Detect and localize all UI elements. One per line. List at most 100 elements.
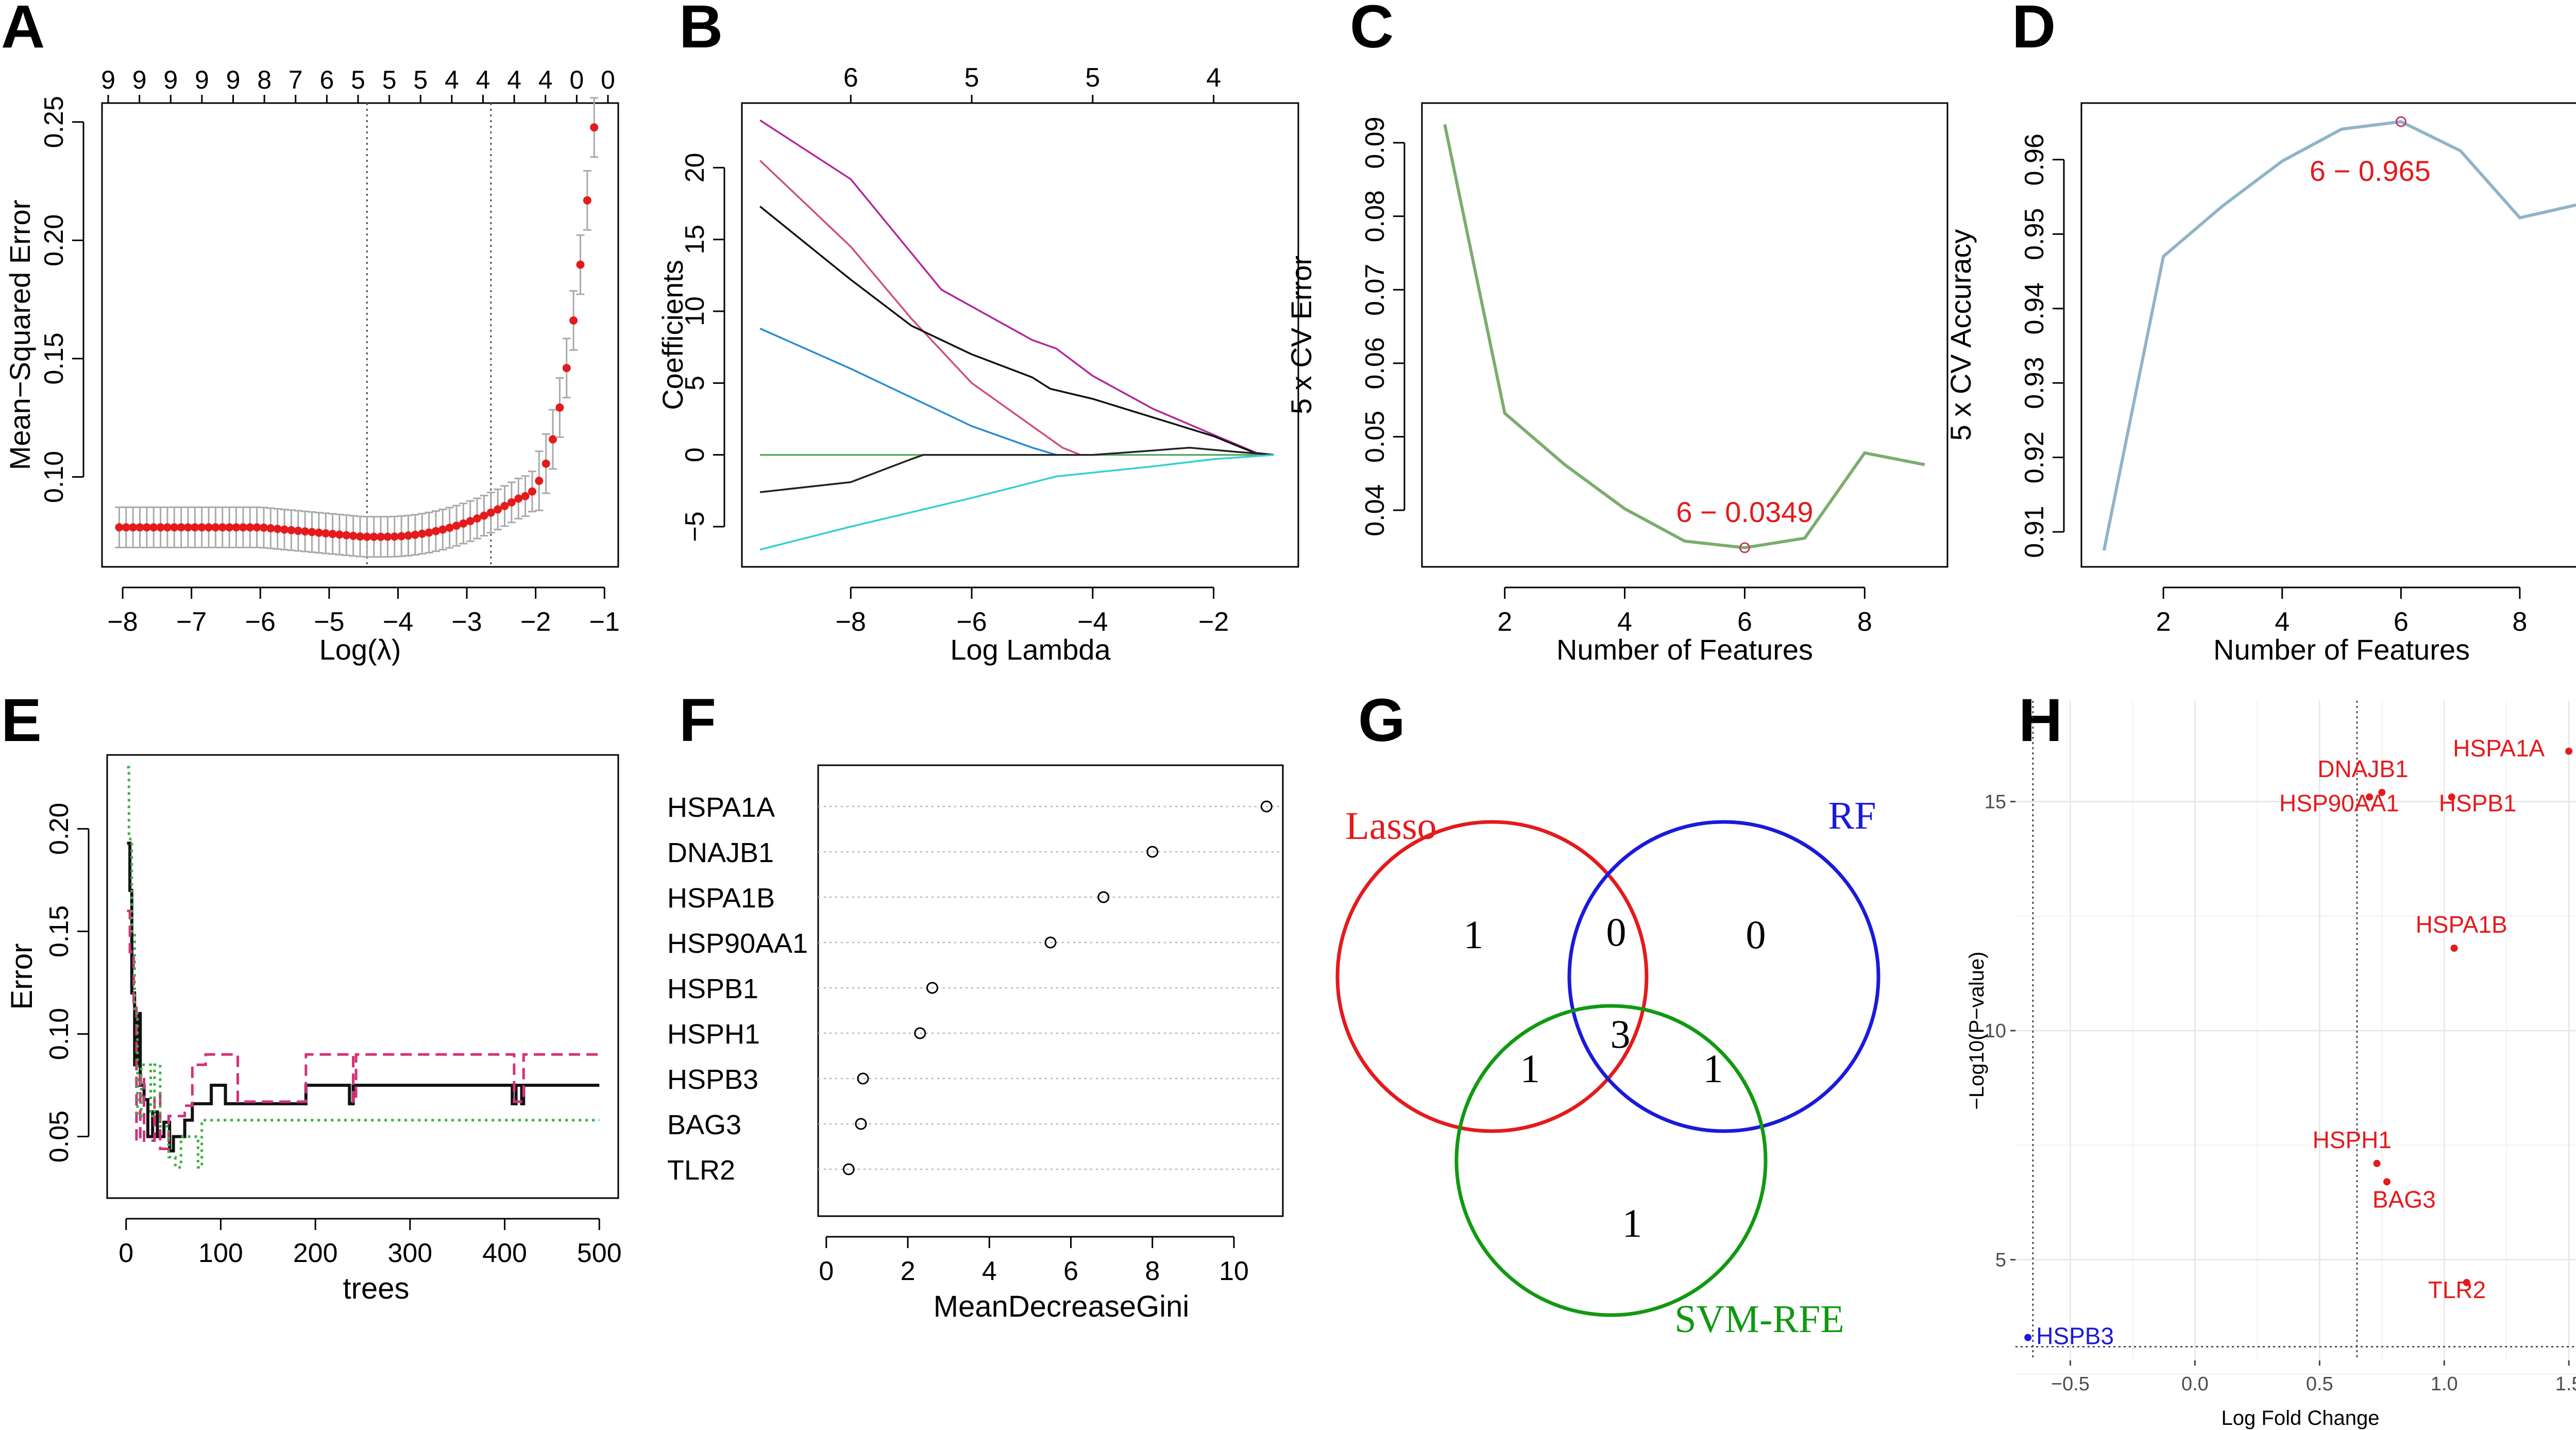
data-point xyxy=(459,519,468,528)
volcano-point xyxy=(2463,1278,2470,1286)
data-point xyxy=(328,530,337,539)
y-tick-label: 10 xyxy=(680,296,710,326)
top-tick-label: 9 xyxy=(101,65,115,94)
venn-circle xyxy=(1335,820,1649,1133)
volcano-point xyxy=(2366,793,2374,801)
venn-circle xyxy=(1454,1004,1768,1317)
error-series xyxy=(127,766,600,1169)
x-tick-label: 8 xyxy=(1145,1256,1160,1286)
plot-frame xyxy=(817,764,1284,1217)
y-tick-label: 0.93 xyxy=(2020,357,2049,409)
top-tick-label: 7 xyxy=(289,65,303,94)
data-point xyxy=(321,529,330,537)
best-point xyxy=(2395,116,2406,127)
y-tick-label: 0.25 xyxy=(39,96,69,148)
x-tick-label: −6 xyxy=(956,607,987,637)
venn-count: 1 xyxy=(1464,912,1484,957)
panel-label-e: E xyxy=(1,686,42,754)
data-point xyxy=(191,523,199,532)
data-point xyxy=(555,403,564,412)
category-label: HSPH1 xyxy=(667,1019,760,1050)
x-axis-title: Number of Features xyxy=(2213,633,2470,666)
coefficient-path xyxy=(759,453,1275,551)
venn-set-label: SVM-RFE xyxy=(1674,1298,1844,1341)
cv-line xyxy=(2102,120,2576,551)
panel-label-f: F xyxy=(679,686,716,754)
data-point xyxy=(369,532,378,541)
x-tick-label: 2 xyxy=(2156,607,2171,637)
top-tick-label: 9 xyxy=(226,65,241,94)
data-point xyxy=(583,196,591,205)
top-tick-label: 4 xyxy=(476,65,490,94)
plot-b: −8 −6 −4 −2 −5 0 5 10 15 20 Log Lambda Coefficients… xyxy=(656,63,1299,666)
data-point xyxy=(466,517,474,526)
data-point xyxy=(514,494,523,503)
y-tick-label: −5 xyxy=(680,511,710,542)
category-label: HSPA1B xyxy=(667,883,775,914)
plot-a: −8 −7 −6 −5 −4 −3 −2 −1 0.10 0.15 0.20 0.25 Log(λ) Me… xyxy=(4,65,620,666)
importance-point xyxy=(857,1072,869,1085)
best-annotation: 6 − 0.965 xyxy=(2310,155,2431,187)
data-point xyxy=(122,523,130,532)
x-tick-label: 1.5 xyxy=(2555,1373,2576,1395)
y-tick-label: 20 xyxy=(680,153,710,182)
data-point xyxy=(287,526,296,534)
data-point xyxy=(349,531,358,540)
x-axis-title: trees xyxy=(343,1272,410,1305)
top-tick-label: 9 xyxy=(132,65,147,94)
importance-point xyxy=(1260,800,1273,813)
x-tick-label: −8 xyxy=(107,607,138,637)
x-axis-title: MeanDecreaseGini xyxy=(934,1290,1189,1323)
venn-circle xyxy=(1567,820,1880,1133)
x-tick-label: 2 xyxy=(1497,607,1512,637)
data-point xyxy=(142,523,151,532)
data-point xyxy=(425,528,433,537)
data-point xyxy=(473,514,482,523)
y-axis-title: 5 x CV Error xyxy=(1285,256,1317,414)
y-tick-label: 0 xyxy=(680,447,710,462)
panel-f: F 0 2 4 6 8 10 MeanDecreaseGini HSPA1A DNAJB1 HSPA… xyxy=(667,686,1284,1323)
category-label: TLR2 xyxy=(667,1155,735,1186)
y-axis-title: Error xyxy=(5,944,39,1010)
y-tick-label: 0.15 xyxy=(44,905,74,957)
coefficient-path xyxy=(759,119,1275,456)
category-label: HSPB3 xyxy=(667,1064,758,1095)
y-tick-label: 0.05 xyxy=(44,1111,74,1163)
data-point xyxy=(163,523,172,532)
data-point xyxy=(576,260,585,269)
y-tick-label: 0.07 xyxy=(1360,264,1390,316)
venn-count: 0 xyxy=(1746,912,1766,957)
panel-b: B −8 −6 −4 −2 −5 0 5 10 15 20 Log Lambda Coefficient… xyxy=(656,0,1299,666)
data-point xyxy=(438,525,447,534)
data-point xyxy=(149,523,158,532)
volcano-point xyxy=(2378,788,2386,796)
top-tick-label: 4 xyxy=(538,65,553,94)
data-point xyxy=(129,523,138,532)
plot-frame xyxy=(741,102,1299,568)
x-tick-label: 0.5 xyxy=(2306,1373,2333,1395)
x-tick-label: 400 xyxy=(482,1238,527,1268)
coefficient-path xyxy=(759,160,1274,456)
data-point xyxy=(418,529,427,538)
x-tick-label: 4 xyxy=(2275,607,2290,637)
y-tick-label: 0.20 xyxy=(44,803,74,855)
x-tick-label: 1.0 xyxy=(2431,1373,2458,1395)
coefficient-path xyxy=(759,327,1274,456)
plot-e: 0 100 200 300 400 500 0.05 0.10 0.15 0.20 trees Err… xyxy=(5,754,622,1305)
volcano-point xyxy=(2373,1159,2381,1167)
y-tick-label: 5 xyxy=(1995,1249,2006,1271)
x-axis-title: Log Lambda xyxy=(950,633,1111,666)
category-label: BAG3 xyxy=(667,1109,741,1140)
y-tick-label: 0.05 xyxy=(1360,411,1390,463)
y-tick-label: 5 xyxy=(680,376,710,391)
data-point xyxy=(232,523,241,532)
data-point xyxy=(197,523,206,532)
x-tick-label: −8 xyxy=(836,607,866,637)
x-tick-label: 100 xyxy=(198,1238,243,1268)
cv-line xyxy=(1443,124,1925,549)
y-axis-title: −Log10(P−value) xyxy=(1965,952,1988,1110)
y-tick-label: 0.91 xyxy=(2020,506,2049,558)
y-tick-label: 0.96 xyxy=(2020,133,2049,186)
importance-point xyxy=(926,982,939,994)
x-tick-label: 0 xyxy=(118,1238,133,1268)
